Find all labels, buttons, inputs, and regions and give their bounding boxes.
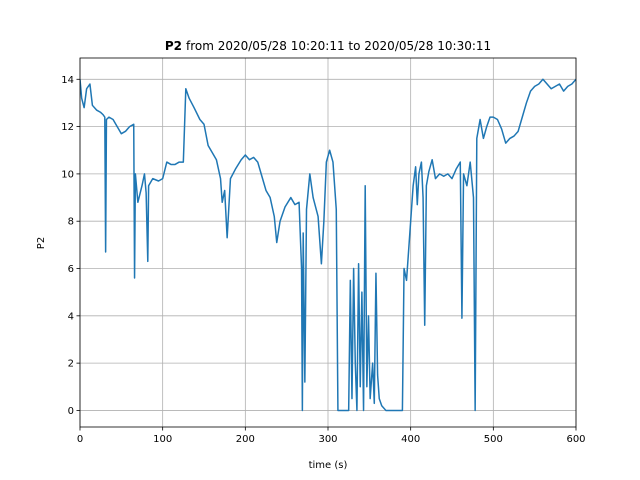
x-tick-label: 500	[484, 434, 503, 445]
x-tick-label: 100	[153, 434, 172, 445]
y-tick-label: 8	[68, 217, 74, 228]
x-axis-label: time (s)	[309, 460, 348, 471]
plot-frame	[79, 57, 577, 428]
data-line	[80, 78, 576, 412]
title-range: from 2020/05/28 10:20:11 to 2020/05/28 1…	[186, 39, 491, 53]
title-name: P2	[165, 39, 182, 53]
x-tick-label: 600	[566, 434, 585, 445]
x-tick-label: 400	[401, 434, 420, 445]
x-tick-label: 0	[77, 434, 83, 445]
x-tick-label: 200	[236, 434, 255, 445]
y-axis-label: P2	[36, 237, 47, 249]
y-tick-label: 10	[61, 169, 74, 180]
x-tick-label: 300	[318, 434, 337, 445]
y-tick-label: 12	[61, 122, 74, 133]
y-tick-label: 4	[68, 311, 74, 322]
y-tick-label: 6	[68, 264, 74, 275]
y-tick-label: 0	[68, 406, 74, 417]
y-tick-label: 2	[68, 359, 74, 370]
y-tick-label: 14	[61, 75, 74, 86]
chart-title: P2 from 2020/05/28 10:20:11 to 2020/05/28…	[165, 39, 491, 53]
